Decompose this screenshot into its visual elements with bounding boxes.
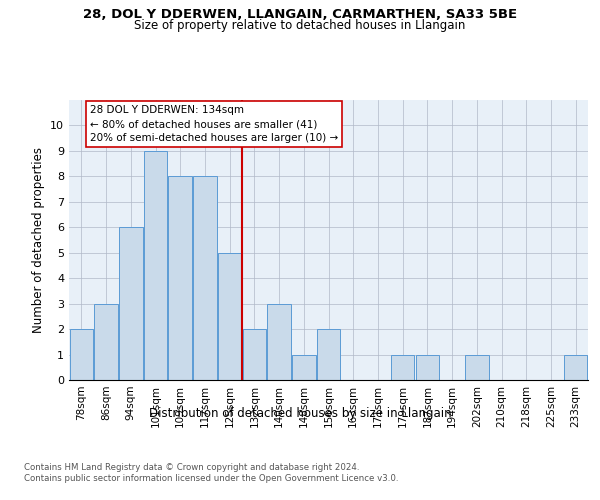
Text: 28, DOL Y DDERWEN, LLANGAIN, CARMARTHEN, SA33 5BE: 28, DOL Y DDERWEN, LLANGAIN, CARMARTHEN,… xyxy=(83,8,517,20)
Bar xyxy=(119,228,143,380)
Bar xyxy=(268,304,291,380)
Bar xyxy=(292,354,316,380)
Bar xyxy=(218,252,241,380)
Bar xyxy=(144,151,167,380)
Bar xyxy=(317,329,340,380)
Bar xyxy=(94,304,118,380)
Bar xyxy=(193,176,217,380)
Bar xyxy=(169,176,192,380)
Bar xyxy=(416,354,439,380)
Text: Contains public sector information licensed under the Open Government Licence v3: Contains public sector information licen… xyxy=(24,474,398,483)
Bar xyxy=(242,329,266,380)
Text: 28 DOL Y DDERWEN: 134sqm
← 80% of detached houses are smaller (41)
20% of semi-d: 28 DOL Y DDERWEN: 134sqm ← 80% of detach… xyxy=(90,105,338,143)
Text: Distribution of detached houses by size in Llangain: Distribution of detached houses by size … xyxy=(149,408,451,420)
Y-axis label: Number of detached properties: Number of detached properties xyxy=(32,147,44,333)
Text: Size of property relative to detached houses in Llangain: Size of property relative to detached ho… xyxy=(134,19,466,32)
Bar xyxy=(70,329,93,380)
Bar xyxy=(465,354,488,380)
Bar xyxy=(391,354,415,380)
Bar xyxy=(564,354,587,380)
Text: Contains HM Land Registry data © Crown copyright and database right 2024.: Contains HM Land Registry data © Crown c… xyxy=(24,462,359,471)
